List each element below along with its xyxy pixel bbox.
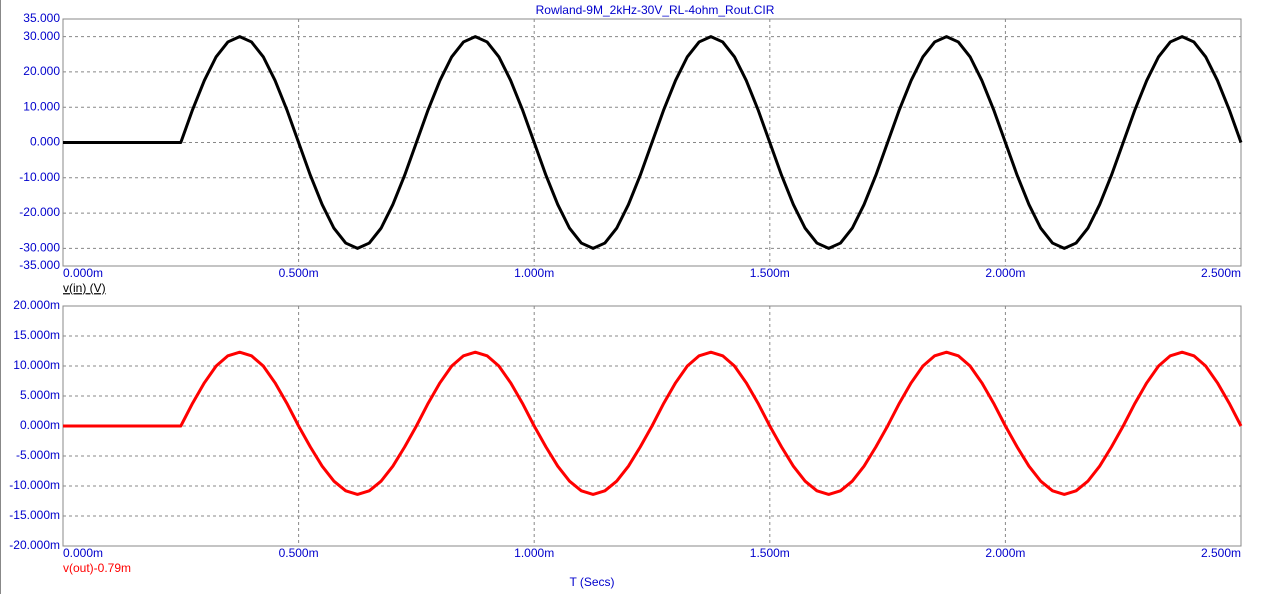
y-tick-label: 30.000 xyxy=(23,29,60,43)
y-tick-label: 0.000m xyxy=(20,418,60,432)
y-tick-label: 20.000m xyxy=(13,298,60,312)
x-tick-label: 2.000m xyxy=(985,546,1025,560)
y-tick-label: 15.000m xyxy=(13,328,60,342)
x-tick-label: 0.500m xyxy=(279,546,319,560)
y-tick-label: -10.000m xyxy=(9,478,60,492)
y-tick-label: -30.000 xyxy=(19,241,60,255)
y-tick-label: 5.000m xyxy=(20,388,60,402)
y-tick-label: -10.000 xyxy=(19,170,60,184)
y-tick-label: 35.000 xyxy=(23,11,60,25)
y-tick-label: 0.000 xyxy=(30,135,60,149)
x-tick-label: 2.500m xyxy=(1201,266,1241,280)
x-axis-label: T (Secs) xyxy=(569,575,614,589)
x-tick-label: 2.000m xyxy=(985,266,1025,280)
y-tick-label: -15.000m xyxy=(9,508,60,522)
y-tick-label: 10.000 xyxy=(23,99,60,113)
series-line xyxy=(63,35,1243,250)
chart-title: Rowland-9M_2kHz-30V_RL-4ohm_Rout.CIR xyxy=(536,3,775,17)
y-tick-label: -20.000 xyxy=(19,205,60,219)
y-tick-label: -5.000m xyxy=(16,448,60,462)
legend-label: v(in) (V) xyxy=(63,281,106,295)
y-tick-label: -20.000m xyxy=(9,538,60,552)
y-tick-label: 20.000 xyxy=(23,64,60,78)
x-tick-label: 2.500m xyxy=(1201,546,1241,560)
x-tick-label: 0.000m xyxy=(63,266,103,280)
x-tick-label: 0.000m xyxy=(63,546,103,560)
y-tick-label: -35.000 xyxy=(19,258,60,272)
legend-label: v(out)-0.79m xyxy=(63,561,131,575)
x-tick-label: 1.500m xyxy=(750,546,790,560)
x-tick-label: 0.500m xyxy=(279,266,319,280)
y-tick-label: 10.000m xyxy=(13,358,60,372)
series-line xyxy=(63,350,1243,496)
x-tick-label: 1.500m xyxy=(750,266,790,280)
x-tick-label: 1.000m xyxy=(514,266,554,280)
x-tick-label: 1.000m xyxy=(514,546,554,560)
